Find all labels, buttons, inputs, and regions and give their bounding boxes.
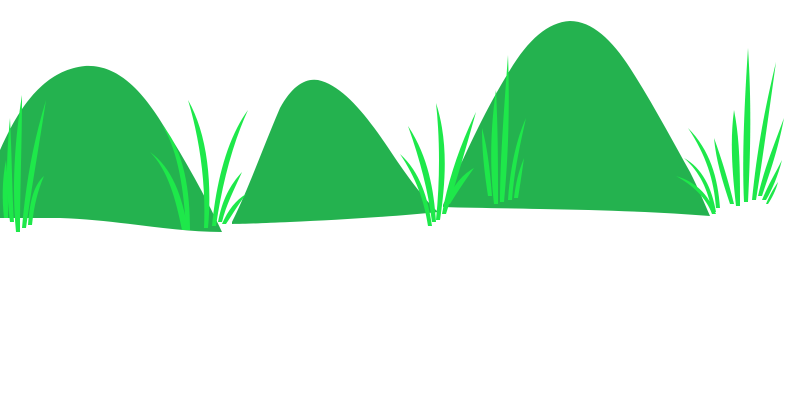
grass-tuft: [2, 95, 46, 232]
hills: [0, 21, 710, 233]
hill-middle: [232, 79, 438, 224]
grass-tuft: [482, 55, 526, 204]
grass-tuft: [150, 100, 248, 230]
grass-tuft: [676, 128, 720, 214]
hill-right: [443, 21, 710, 216]
grass-tufts: [2, 48, 784, 232]
hill-left: [0, 65, 222, 233]
grass-tuft: [714, 48, 784, 206]
grass-tuft: [400, 103, 476, 226]
